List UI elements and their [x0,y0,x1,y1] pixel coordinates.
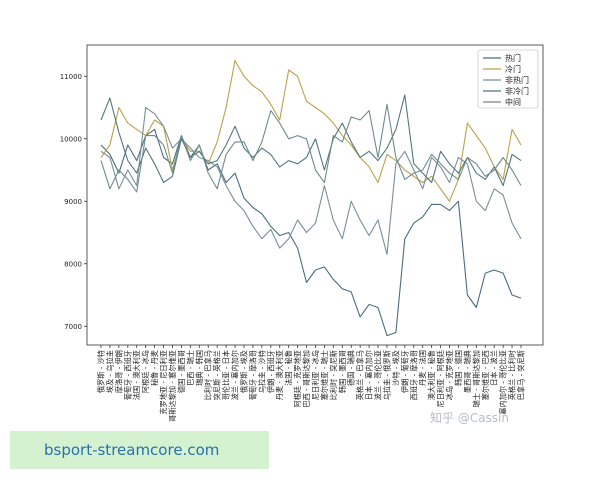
legend-label: 热门 [505,53,521,63]
legend-label: 非冷门 [505,86,529,96]
x-tick-label: 乌拉圭 - 俄罗斯 [382,350,391,400]
x-tick-label: 韩国 - 德国 [454,350,463,386]
x-tick-label: 俄罗斯 - 埃及 [239,350,248,393]
x-tick-label: 英格兰 - 比利时 [508,350,517,400]
x-tick-label: 巴西 - 瑞士 [186,350,195,386]
legend-label: 非热门 [505,75,529,85]
x-tick-label: 伊朗 - 葡萄牙 [400,350,409,393]
legend-box [477,49,539,109]
x-tick-label: 俄罗斯 - 沙特 [97,350,106,393]
x-tick-label: 塞内加尔 - 哥伦比亚 [499,350,508,415]
y-tick-label: 8000 [64,260,82,268]
x-tick-label: 德国 - 瑞典 [347,350,356,386]
x-tick-label: 阿根廷 - 克罗地亚 [293,350,302,407]
x-tick-label: 乌拉圭 - 沙特 [257,350,266,393]
x-tick-label: 比利时 - 巴拿马 [204,350,213,400]
x-tick-label: 瑞士 - 哥斯达黎加 [472,350,481,407]
plot-frame [86,44,544,346]
x-tick-label: 秘鲁 - 丹麦 [150,350,159,386]
y-tick-label: 11000 [60,73,82,81]
x-tick-label: 日本 - 塞内加尔 [365,350,374,400]
x-tick-label: 法国 - 澳大利亚 [132,350,141,400]
x-tick-label: 尼日利亚 - 冰岛 [311,350,320,400]
x-tick-label: 沙特 - 埃及 [391,350,400,386]
x-tick-label: 波兰 - 哥伦比亚 [374,350,383,400]
x-tick-label: 克罗地亚 - 尼日利亚 [159,350,168,415]
series-line-1 [100,60,522,202]
x-tick-label: 埃及 - 乌拉圭 [105,350,114,393]
x-tick-label: 澳大利亚 - 秘鲁 [427,350,436,400]
x-tick-label: 葡萄牙 - 摩洛哥 [248,350,257,400]
x-tick-label: 日本 - 波兰 [490,350,499,386]
banner-text: bsport-streamcore.com [44,441,220,459]
series-lines [100,60,522,337]
legend-label: 中间 [505,97,521,107]
x-tick-label: 尼日利亚 - 阿根廷 [436,350,445,407]
x-tick-label: 阿根廷 - 冰岛 [141,350,150,393]
x-tick-label: 比利时 - 突尼斯 [329,350,338,400]
x-tick-label: 塞尔维亚 - 巴西 [481,350,490,400]
x-tick-label: 巴西 - 哥斯达黎加 [302,350,311,407]
y-tick-label: 9000 [64,198,82,206]
x-tick-label: 哥斯达黎加 - 塞尔维亚 [168,350,177,422]
x-tick-label: 哥伦比亚 - 日本 [222,350,231,400]
y-axis: 7000 8000 9000 10000 11000 [60,73,87,331]
series-line-4 [100,103,522,193]
x-tick-label: 西班牙 - 摩洛哥 [409,350,418,400]
x-tick-label: 巴拿马 - 突尼斯 [517,350,526,400]
watermark: 知乎 @Cassin [430,411,509,425]
x-tick-label: 丹麦 - 法国 [418,350,427,386]
x-tick-label: 突尼斯 - 英格兰 [213,350,222,400]
x-tick-label: 冰岛 - 克罗地亚 [445,350,454,400]
x-tick-label: 摩洛哥 - 伊朗 [114,350,123,393]
x-tick-label: 英格兰 - 巴拿马 [356,350,365,400]
x-tick-label: 波兰 - 塞内加尔 [231,350,240,400]
y-tick-label: 7000 [64,323,82,331]
x-tick-label: 法国 - 秘鲁 [284,350,293,386]
x-tick-label: 丹麦 - 澳大利亚 [275,350,284,400]
y-tick-label: 10000 [60,135,82,143]
x-axis: 俄罗斯 - 沙特 埃及 - 乌拉圭 摩洛哥 - 伊朗 葡萄牙 - 西班牙 法国 - 澳大… [97,345,526,422]
series-line-3 [100,94,522,187]
x-tick-label: 伊朗 - 西班牙 [266,350,275,393]
series-line-0 [100,128,522,337]
x-tick-label: 墨西哥 - 瑞典 [463,350,472,393]
legend-label: 冷门 [505,64,521,74]
series-line-2 [100,106,522,255]
x-tick-label: 塞尔维亚 - 瑞士 [320,350,329,400]
x-tick-label: 韩国 - 墨西哥 [338,350,347,393]
x-tick-label: 瑞典 - 韩国 [195,350,204,386]
site-banner: bsport-streamcore.com [10,431,269,469]
x-tick-label: 葡萄牙 - 西班牙 [123,350,132,400]
x-tick-label: 德国 - 墨西哥 [177,350,186,393]
